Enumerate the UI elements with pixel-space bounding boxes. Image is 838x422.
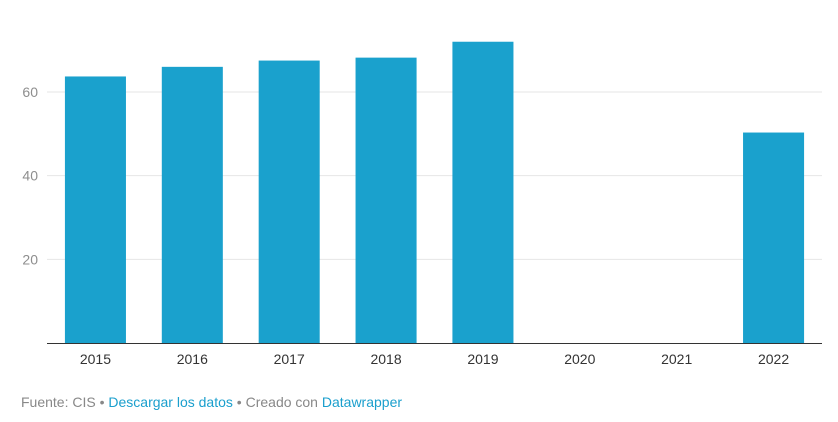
bars: [64, 41, 805, 343]
y-tick-labels: 20 40 60: [22, 84, 38, 267]
y-tick-label: 60: [22, 84, 38, 100]
source-text: Fuente: CIS: [21, 394, 96, 410]
x-tick-label: 2015: [80, 351, 111, 367]
chart-footer: Fuente: CIS • Descargar los datos • Crea…: [21, 394, 402, 410]
x-tick-label: 2018: [370, 351, 401, 367]
created-with-text: Creado con: [245, 394, 318, 410]
bar-2018: [355, 57, 417, 343]
datawrapper-link[interactable]: Datawrapper: [321, 394, 403, 410]
separator: •: [99, 394, 105, 410]
x-tick-labels: 2015 2016 2017 2018 2019 2020 2021 2022: [80, 351, 789, 367]
x-tick-label: 2020: [564, 351, 595, 367]
y-tick-label: 40: [22, 168, 38, 184]
x-tick-label: 2017: [274, 351, 305, 367]
x-tick-label: 2016: [177, 351, 208, 367]
bar-2015: [64, 76, 126, 343]
bar-2017: [258, 60, 320, 343]
x-tick-label: 2021: [661, 351, 692, 367]
separator: •: [236, 394, 242, 410]
bar-chart: 20 40 60 2015 2016 2017 2018 2019 2020 2021 2022: [22, 41, 822, 367]
bar-2016: [161, 66, 223, 343]
bar-2019: [452, 41, 514, 343]
x-tick-label: 2019: [467, 351, 498, 367]
download-data-link[interactable]: Descargar los datos: [108, 394, 233, 410]
y-tick-label: 20: [22, 251, 38, 267]
bar-2022: [743, 132, 805, 343]
x-tick-label: 2022: [758, 351, 789, 367]
